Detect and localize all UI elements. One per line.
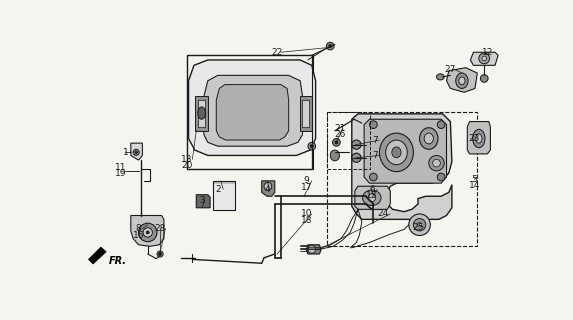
Ellipse shape	[159, 252, 162, 256]
Text: 12: 12	[482, 48, 493, 57]
Ellipse shape	[330, 150, 339, 161]
Ellipse shape	[417, 222, 422, 227]
Ellipse shape	[424, 133, 433, 144]
Ellipse shape	[379, 133, 413, 172]
Text: 16: 16	[133, 231, 144, 240]
Ellipse shape	[413, 219, 426, 231]
Ellipse shape	[363, 190, 381, 205]
Text: 11: 11	[115, 163, 127, 172]
Bar	[327, 112, 370, 169]
Text: 23: 23	[469, 134, 480, 143]
Ellipse shape	[335, 141, 338, 144]
Polygon shape	[355, 186, 390, 209]
Ellipse shape	[146, 231, 150, 234]
Ellipse shape	[480, 75, 488, 82]
Ellipse shape	[133, 149, 139, 156]
Polygon shape	[131, 215, 164, 246]
Text: 26: 26	[335, 130, 346, 139]
Ellipse shape	[419, 128, 438, 149]
Text: 21: 21	[335, 124, 346, 133]
Ellipse shape	[308, 245, 316, 253]
Polygon shape	[302, 100, 309, 127]
Polygon shape	[300, 96, 312, 131]
Ellipse shape	[476, 134, 482, 143]
Ellipse shape	[433, 159, 440, 167]
Text: 15: 15	[366, 191, 378, 200]
Text: 17: 17	[301, 182, 312, 191]
Text: 25: 25	[413, 222, 423, 232]
Ellipse shape	[479, 53, 489, 64]
Ellipse shape	[456, 73, 468, 88]
Polygon shape	[195, 96, 208, 131]
Ellipse shape	[437, 173, 445, 181]
Text: 14: 14	[469, 181, 480, 190]
Text: 2: 2	[215, 185, 221, 194]
Text: 13: 13	[181, 155, 193, 164]
Bar	[327, 112, 477, 246]
Ellipse shape	[143, 228, 152, 237]
Text: FR.: FR.	[108, 256, 127, 266]
Text: 20: 20	[181, 161, 193, 170]
Text: 7: 7	[372, 151, 378, 160]
Ellipse shape	[332, 139, 340, 146]
Ellipse shape	[352, 153, 361, 162]
Text: 5: 5	[472, 175, 477, 184]
Polygon shape	[88, 247, 106, 264]
Ellipse shape	[368, 194, 376, 202]
Text: 28: 28	[154, 224, 166, 233]
Polygon shape	[468, 122, 490, 154]
Ellipse shape	[473, 129, 485, 148]
Text: 4: 4	[264, 185, 270, 194]
Ellipse shape	[370, 173, 377, 181]
Text: 7: 7	[372, 136, 378, 145]
Ellipse shape	[482, 56, 486, 61]
Ellipse shape	[459, 77, 465, 84]
Ellipse shape	[392, 147, 401, 158]
Ellipse shape	[327, 42, 334, 50]
Ellipse shape	[198, 107, 206, 119]
Polygon shape	[189, 60, 316, 156]
Text: 19: 19	[115, 169, 127, 179]
Ellipse shape	[437, 74, 444, 80]
Text: 24: 24	[378, 210, 389, 219]
Ellipse shape	[139, 223, 157, 242]
Ellipse shape	[329, 44, 332, 48]
Bar	[187, 55, 312, 169]
Text: 18: 18	[301, 216, 312, 225]
Polygon shape	[198, 100, 206, 127]
Ellipse shape	[437, 121, 445, 129]
Ellipse shape	[310, 145, 313, 148]
Ellipse shape	[409, 214, 430, 236]
Ellipse shape	[370, 121, 377, 129]
Text: 1: 1	[123, 148, 128, 157]
Polygon shape	[262, 181, 275, 196]
Ellipse shape	[386, 140, 407, 165]
Ellipse shape	[352, 140, 361, 149]
Polygon shape	[216, 84, 289, 140]
Ellipse shape	[135, 151, 138, 154]
Polygon shape	[204, 75, 303, 146]
Polygon shape	[352, 114, 452, 219]
Text: 22: 22	[272, 48, 282, 57]
Polygon shape	[197, 195, 210, 208]
Polygon shape	[307, 245, 321, 254]
Text: 8: 8	[136, 224, 142, 233]
Bar	[187, 55, 312, 169]
Polygon shape	[131, 143, 142, 160]
Polygon shape	[446, 68, 477, 92]
Text: 9: 9	[304, 176, 309, 185]
Polygon shape	[470, 52, 498, 65]
Ellipse shape	[157, 251, 163, 257]
Text: 10: 10	[301, 210, 312, 219]
Ellipse shape	[264, 182, 272, 190]
Polygon shape	[364, 119, 446, 183]
Ellipse shape	[429, 156, 444, 171]
Ellipse shape	[308, 142, 316, 150]
Text: 6: 6	[369, 185, 375, 194]
Text: 3: 3	[199, 196, 205, 205]
Bar	[213, 181, 235, 210]
Text: 27: 27	[445, 65, 456, 74]
